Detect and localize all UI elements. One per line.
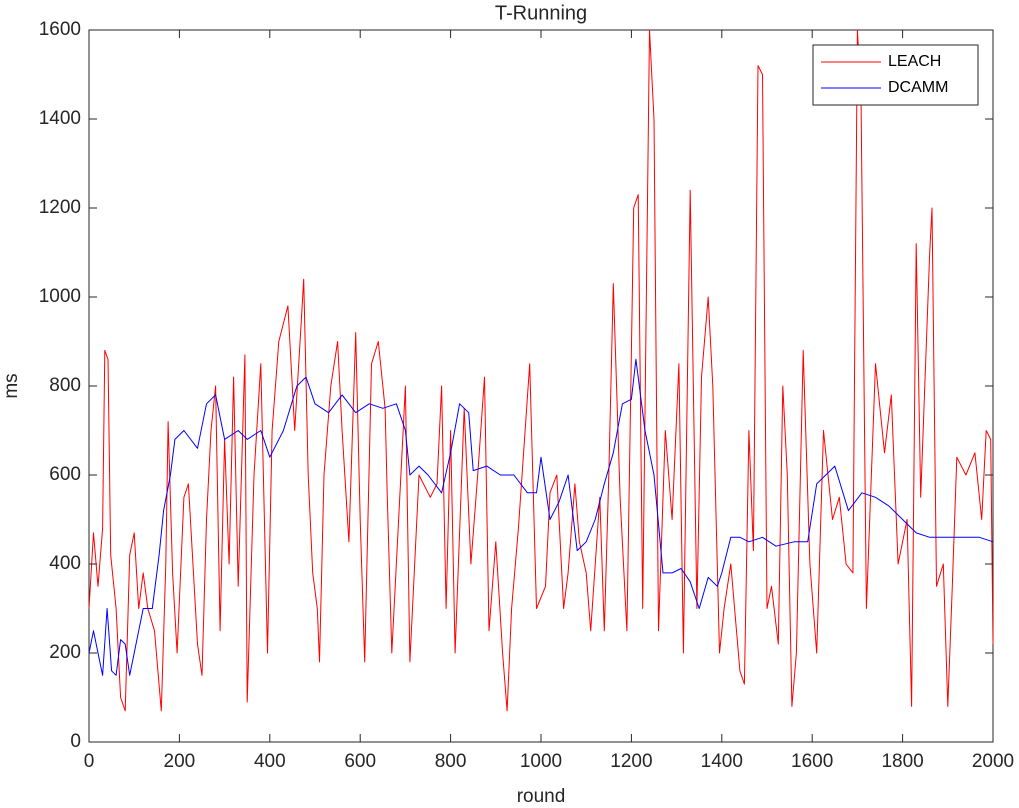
x-tick-label: 2000: [972, 751, 1014, 772]
y-tick-label: 200: [49, 642, 81, 663]
plot-frame: [88, 29, 994, 743]
x-tick-label: 1800: [881, 751, 923, 772]
chart-title: T-Running: [495, 2, 587, 24]
y-tick-label: 1600: [39, 19, 81, 40]
x-tick-label: 1400: [701, 751, 743, 772]
legend-box: [812, 44, 979, 106]
legend-label: DCAMM: [888, 79, 948, 96]
x-tick-label: 200: [164, 751, 196, 772]
x-tick-label: 800: [435, 751, 467, 772]
x-tick-label: 400: [254, 751, 286, 772]
y-tick-label: 1400: [39, 108, 81, 129]
y-axis-label: ms: [1, 373, 22, 398]
y-tick-label: 400: [49, 553, 81, 574]
x-tick-label: 1600: [791, 751, 833, 772]
x-tick-label: 1200: [610, 751, 652, 772]
legend-label: LEACH: [888, 53, 941, 70]
y-tick-label: 1000: [39, 286, 81, 307]
x-tick-label: 0: [84, 751, 95, 772]
y-tick-label: 600: [49, 464, 81, 485]
data-line: [88, 358, 994, 676]
data-line: [88, 29, 994, 712]
y-tick-label: 1200: [39, 197, 81, 218]
x-axis-label: round: [517, 786, 566, 807]
y-tick-label: 800: [49, 375, 81, 396]
y-tick-label: 0: [70, 731, 81, 752]
x-tick-label: 600: [344, 751, 376, 772]
x-tick-label: 1000: [520, 751, 562, 772]
